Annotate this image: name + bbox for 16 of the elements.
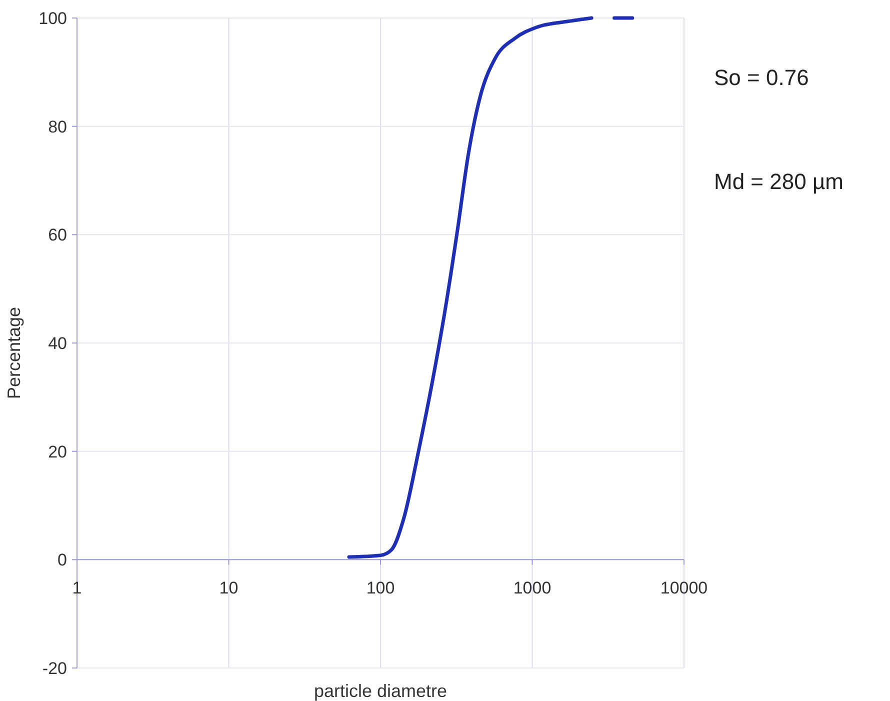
x-tick-label: 10: [219, 578, 238, 598]
text: So = 0.76: [714, 65, 809, 90]
y-tick-label: 0: [58, 550, 67, 570]
y-axis-title: Percentage: [4, 306, 24, 400]
x-tick-label: 1: [72, 578, 82, 598]
y-tick-label: 60: [48, 226, 67, 245]
y-tick-label: 20: [48, 442, 67, 462]
y-tick-label: 40: [48, 334, 67, 353]
y-tick-label: -20: [42, 658, 67, 678]
x-tick-label: 100: [366, 578, 395, 598]
y-tick-label: 80: [48, 117, 67, 136]
x-tick-label: 10000: [660, 578, 708, 598]
text: Md = 280 µm: [714, 169, 844, 194]
y-tick-label: 100: [38, 8, 67, 28]
x-tick-label: 1000: [513, 578, 552, 598]
x-axis-title: particle diametre: [314, 681, 448, 701]
